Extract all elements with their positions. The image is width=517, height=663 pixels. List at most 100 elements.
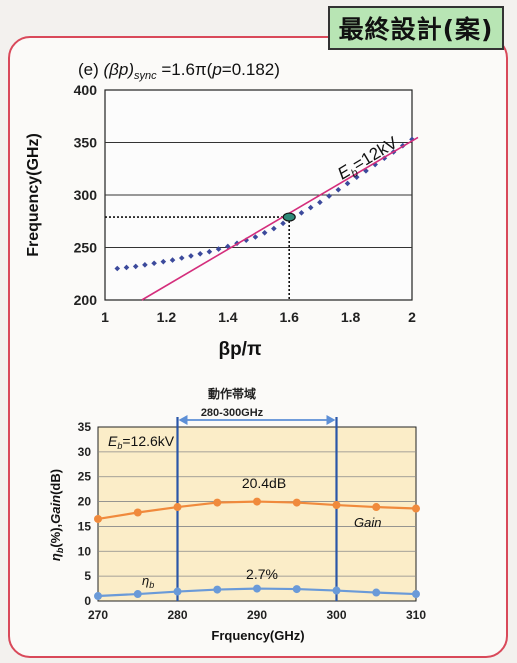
dispersion-point <box>271 225 277 232</box>
plot2-y-ticks: 0 5 10 15 20 25 30 35 <box>78 420 92 608</box>
plot1-y-tick-label: 300 <box>74 187 98 203</box>
dispersion-point <box>298 210 305 216</box>
plot2-y-tick-label: 10 <box>78 544 92 558</box>
plot2-y-tick-label: 35 <box>78 420 92 434</box>
plot2-y-tick-label: 25 <box>78 470 92 484</box>
series-1-point <box>372 588 381 597</box>
eta-series-label: ηb <box>142 573 154 590</box>
plot2-frame <box>97 426 417 602</box>
dispersion-point <box>151 260 157 267</box>
operating-point-guides <box>105 216 291 300</box>
dispersion-point <box>169 257 176 263</box>
plot2-grid <box>98 451 416 577</box>
plot1-grid <box>105 142 412 248</box>
dispersion-point <box>160 258 167 265</box>
plot1-x-tick-label: 2 <box>408 309 416 325</box>
plot2-y-tick-label: 0 <box>84 594 91 608</box>
series-0-point <box>372 503 381 512</box>
plot2-x-tick-label: 310 <box>406 608 426 622</box>
gain-series-label: Gain <box>354 515 381 530</box>
dispersion-point <box>215 246 222 252</box>
plot2-x-tick-label: 270 <box>88 608 108 622</box>
dispersion-point <box>206 248 213 255</box>
plot1-x-tick-label: 1.4 <box>218 309 238 325</box>
series-1-point <box>412 590 420 599</box>
series-0-point <box>332 501 341 510</box>
dispersion-chart: (e) (βp)sync =1.6π(p=0.182) 200 250 300 350… <box>25 60 419 360</box>
plot1-y-ticks: 200 250 300 350 400 <box>74 82 98 308</box>
plot1-x-tick-label: 1.8 <box>341 309 361 325</box>
plot2-y-tick-label: 20 <box>78 495 92 509</box>
series-1-point <box>253 584 261 593</box>
plot1-x-tick-label: 1.2 <box>157 309 177 325</box>
gain-peak-label: 20.4dB <box>242 475 286 491</box>
dispersion-point <box>142 262 148 268</box>
beam-line-series <box>141 136 419 301</box>
dispersion-point <box>188 253 194 259</box>
dispersion-point <box>280 220 286 227</box>
series-0-point <box>213 498 222 507</box>
dispersion-point <box>381 155 388 162</box>
plot1-y-tick-label: 400 <box>74 82 98 98</box>
series-0-point <box>253 497 261 506</box>
plot2-x-ticks: 270 280 290 300 310 <box>88 608 426 622</box>
plot1-y-tick-label: 200 <box>74 292 98 308</box>
series-1-point <box>94 592 102 601</box>
plot2-y-tick-label: 30 <box>78 445 92 459</box>
dispersion-point <box>317 199 323 206</box>
dispersion-point <box>197 251 203 257</box>
beam-line <box>141 136 419 301</box>
plot2-x-tick-label: 280 <box>167 608 187 622</box>
slide-title: 最終設計(案) <box>328 6 504 50</box>
chart2-xlabel: Frquency(GHz) <box>211 628 304 643</box>
dispersion-point <box>372 161 378 168</box>
plot1-y-tick-label: 350 <box>74 135 98 151</box>
series-0-point <box>292 498 301 507</box>
plot1-x-ticks: 1 1.2 1.4 1.6 1.8 2 <box>101 309 416 325</box>
band-arrow-right-head <box>326 415 336 425</box>
series-0-point <box>133 508 142 517</box>
plot2-series <box>94 497 420 601</box>
plot2-x-tick-label: 300 <box>326 608 346 622</box>
dispersion-point <box>353 174 360 180</box>
chart1-xlabel: βp/π <box>218 339 261 360</box>
dispersion-point <box>252 234 259 240</box>
dispersion-point <box>225 243 231 250</box>
series-1-point <box>173 587 182 596</box>
band-title: 動作帯域 <box>208 386 256 401</box>
series-0-point <box>173 503 182 512</box>
dispersion-point <box>114 265 121 272</box>
plot2-y-tick-label: 5 <box>84 569 91 583</box>
dispersion-point <box>307 204 314 211</box>
band-range-label: 280-300GHz <box>201 407 264 419</box>
dispersion-point <box>363 168 369 174</box>
dispersion-series <box>114 136 415 272</box>
band-arrow-left-head <box>178 415 188 425</box>
eta-peak-label: 2.7% <box>246 566 278 582</box>
series-1-point <box>213 585 222 594</box>
series-1-point <box>133 590 142 599</box>
chart1-title: (e) (βp)sync =1.6π(p=0.182) <box>78 60 280 82</box>
series-1-point <box>332 586 341 595</box>
plot1-x-tick-label: 1.6 <box>279 309 299 325</box>
dispersion-point <box>178 255 185 261</box>
plot1-x-tick-label: 1 <box>101 309 109 325</box>
chart1-ylabel: Frequency(GHz) <box>25 133 42 257</box>
plot2-y-tick-label: 15 <box>78 519 92 533</box>
operating-point-marker <box>282 212 296 222</box>
dispersion-point <box>123 264 130 271</box>
dispersion-point <box>335 186 342 193</box>
dispersion-point <box>326 193 332 199</box>
series-0-point <box>412 504 420 513</box>
series-0-point <box>94 514 102 523</box>
operating-point <box>282 212 296 222</box>
series-1-point <box>292 585 301 594</box>
dispersion-point <box>261 230 268 236</box>
dispersion-point <box>132 263 139 270</box>
gain-efficiency-chart: 0 5 10 15 20 25 30 35 270 280 290 300 310 動作帯域 280-… <box>48 386 426 643</box>
chart2-ylabel: ηb(%),Gain(dB) <box>48 469 65 561</box>
plot2-x-tick-label: 290 <box>247 608 267 622</box>
chart2-eb-annotation: Eb=12.6kV <box>108 433 175 451</box>
dispersion-point <box>344 180 351 187</box>
